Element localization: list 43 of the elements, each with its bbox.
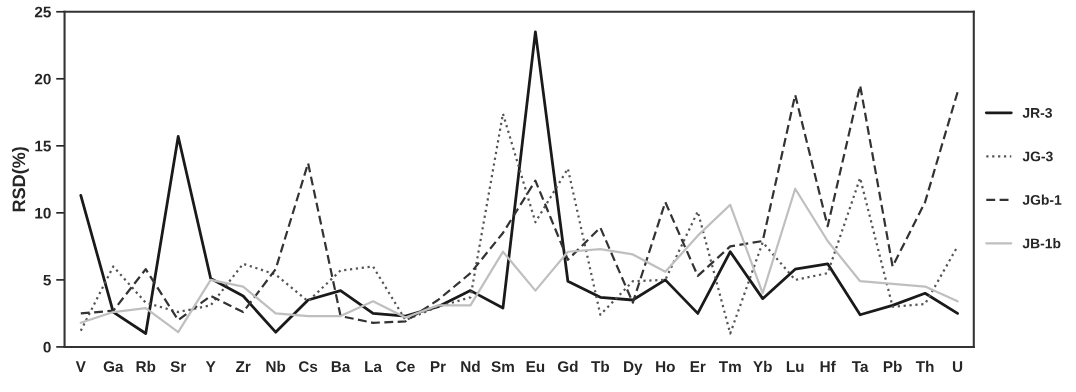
x-tick-label: Gd bbox=[557, 360, 578, 373]
line-series bbox=[79, 30, 959, 335]
y-tick-label: 5 bbox=[43, 274, 51, 286]
x-tick-label: Nb bbox=[266, 360, 286, 373]
x-tick-label: Ho bbox=[656, 361, 675, 373]
y-tick-label: 25 bbox=[34, 6, 51, 18]
x-tick-label: V bbox=[75, 361, 86, 372]
x-tick-label: Sm bbox=[491, 361, 514, 373]
x-tick-label: U bbox=[952, 361, 963, 373]
x-tick-label: Nd bbox=[461, 360, 480, 373]
y-tick-label: 15 bbox=[35, 140, 51, 152]
y-tick-label: 10 bbox=[35, 207, 51, 219]
y-tick-label: 0 bbox=[43, 341, 51, 353]
x-tick-label: Hf bbox=[820, 360, 836, 372]
x-tick-label: Tm bbox=[718, 361, 741, 372]
y-axis-title: RSD(%) bbox=[11, 147, 29, 212]
line-series bbox=[79, 187, 959, 334]
x-tick-label: Tb bbox=[591, 360, 610, 373]
x-tick-label: Eu bbox=[526, 361, 545, 373]
legend-label: JR-3 bbox=[1022, 107, 1052, 118]
legend-label: JGb-1 bbox=[1022, 194, 1062, 205]
x-tick-label: Y bbox=[205, 361, 216, 372]
x-tick-label: La bbox=[365, 361, 383, 373]
x-tick-label: Lu bbox=[786, 361, 804, 373]
x-tick-label: Ta bbox=[851, 361, 869, 373]
x-tick-label: Rb bbox=[136, 360, 156, 373]
x-tick-label: Zr bbox=[235, 361, 251, 372]
x-tick-label: Er bbox=[690, 361, 706, 372]
x-tick-label: Dy bbox=[624, 361, 643, 376]
legend-label: JG-3 bbox=[1022, 151, 1053, 162]
x-tick-label: Cs bbox=[298, 361, 318, 373]
x-tick-label: Pb bbox=[883, 360, 902, 373]
x-tick-label: Th bbox=[915, 360, 934, 372]
line-series bbox=[79, 84, 959, 324]
x-tick-label: Ce bbox=[396, 361, 415, 373]
x-tick-label: Ba bbox=[331, 361, 351, 373]
x-tick-label: Ga bbox=[103, 361, 124, 373]
legend-label: JB-1b bbox=[1022, 238, 1061, 249]
y-tick-label: 20 bbox=[34, 73, 51, 85]
x-tick-label: Sr bbox=[170, 361, 187, 373]
x-tick-label: Pr bbox=[430, 361, 446, 372]
line-series bbox=[79, 112, 959, 335]
x-tick-label: Yb bbox=[753, 360, 772, 373]
